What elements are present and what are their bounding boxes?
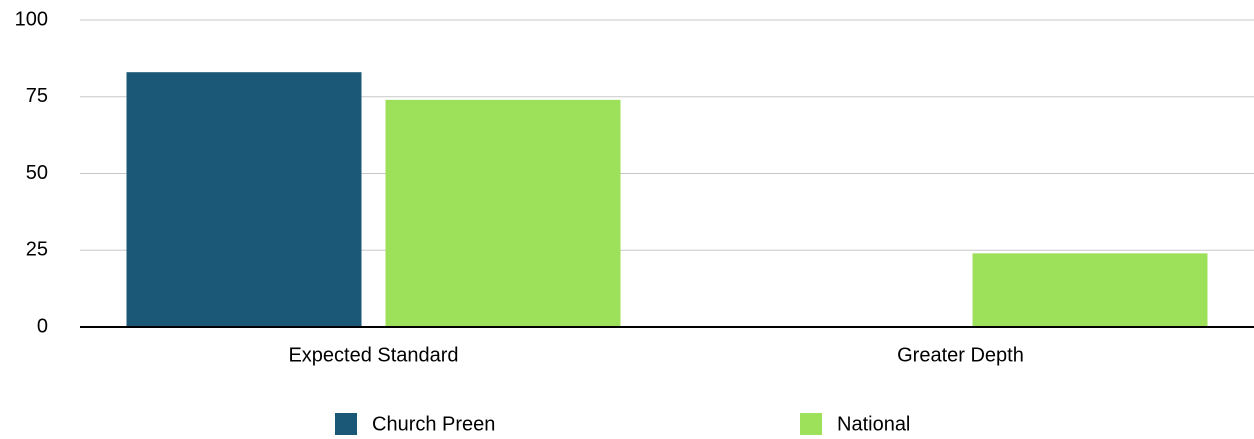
y-tick-label: 25 (26, 239, 48, 261)
y-tick-label: 50 (26, 162, 48, 184)
y-tick-label: 75 (26, 85, 48, 107)
x-tick-label: Greater Depth (897, 344, 1024, 366)
legend-label: Church Preen (372, 413, 495, 435)
bar (385, 99, 621, 327)
legend-label: National (837, 413, 910, 435)
y-tick-label: 0 (37, 315, 48, 337)
legend-swatch (335, 413, 357, 435)
bar (126, 72, 362, 327)
x-tick-label: Expected Standard (288, 344, 458, 366)
legend-swatch (800, 413, 822, 435)
bar (972, 253, 1208, 327)
y-tick-label: 100 (15, 8, 48, 30)
